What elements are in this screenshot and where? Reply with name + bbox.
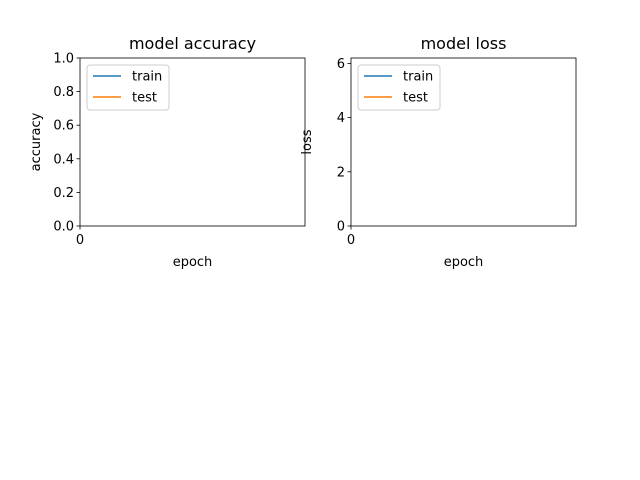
- x-tick-label: 0: [347, 233, 355, 248]
- x-axis-label: epoch: [173, 255, 213, 270]
- y-axis-label: loss: [300, 129, 315, 154]
- y-tick-label: 1.0: [53, 52, 74, 67]
- chart-1: model loss 0 2 4 6 0 epoch loss train test: [300, 34, 577, 270]
- chart-title: model accuracy: [129, 34, 256, 53]
- chart-title: model loss: [421, 34, 507, 53]
- y-tick-label: 4: [337, 111, 345, 126]
- y-tick-label: 6: [337, 57, 345, 72]
- y-tick-label: 2: [337, 165, 345, 180]
- legend-label-train: train: [403, 70, 433, 85]
- x-tick-label: 0: [76, 233, 84, 248]
- y-axis-label: accuracy: [29, 112, 44, 171]
- legend-label-train: train: [132, 70, 162, 85]
- legend-label-test: test: [132, 91, 157, 106]
- y-tick-label: 0.2: [53, 186, 74, 201]
- axes-frame: [79, 57, 306, 227]
- axes-frame: [350, 57, 577, 227]
- x-axis-label: epoch: [444, 255, 484, 270]
- y-tick-label: 0: [337, 220, 345, 235]
- legend-label-test: test: [403, 91, 428, 106]
- y-tick-label: 0.8: [53, 85, 74, 100]
- y-tick-label: 0.6: [53, 119, 74, 134]
- y-tick-label: 0.0: [53, 220, 74, 235]
- y-tick-label: 0.4: [53, 152, 74, 167]
- chart-0: model accuracy 0.0 0.2 0.4 0.6 0.8 1.0 0 epoch ac…: [29, 34, 306, 270]
